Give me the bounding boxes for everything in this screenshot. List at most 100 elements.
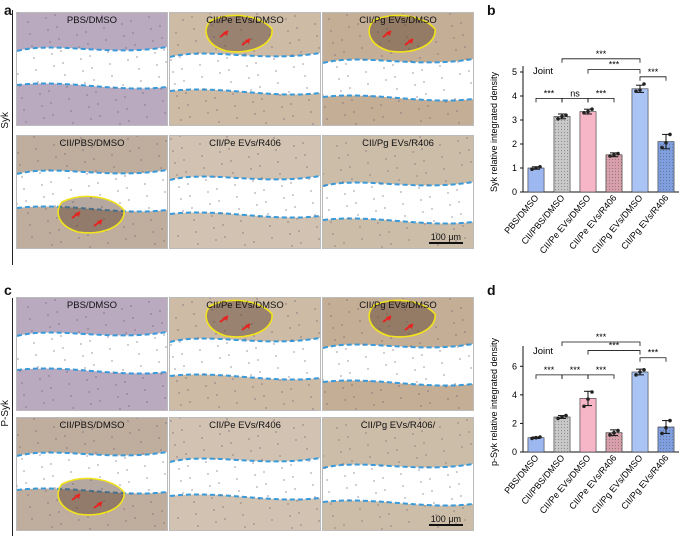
cell-nucleus (323, 455, 324, 457)
cell-nucleus (172, 356, 174, 358)
cell-nucleus (386, 313, 388, 315)
cell-nucleus (51, 526, 53, 528)
cell-nucleus (347, 154, 349, 156)
cell-nucleus (222, 224, 224, 226)
cell-nucleus (52, 193, 54, 195)
cell-nucleus (420, 199, 422, 201)
cartilage-boundary (323, 181, 473, 187)
cartilage-boundary (17, 169, 167, 175)
cell-nucleus (281, 391, 283, 393)
cell-nucleus (441, 438, 443, 440)
cell-nucleus (164, 191, 166, 193)
cell-nucleus (435, 41, 437, 43)
cell-nucleus (172, 71, 174, 73)
image-title: PBS/DMSO (66, 15, 118, 26)
cell-nucleus (91, 428, 93, 430)
cell-nucleus (17, 73, 19, 75)
cell-nucleus (176, 174, 178, 176)
cell-nucleus (39, 454, 41, 456)
cell-nucleus (115, 99, 117, 101)
cell-nucleus (125, 47, 127, 49)
cell-nucleus (386, 219, 388, 221)
cell-nucleus (373, 480, 375, 482)
cell-nucleus (443, 168, 445, 170)
cell-nucleus (314, 496, 316, 498)
cell-nucleus (290, 103, 292, 105)
cell-nucleus (382, 195, 384, 197)
cell-nucleus (97, 388, 99, 390)
cell-nucleus (140, 365, 142, 367)
cell-nucleus (451, 216, 453, 218)
histology-image: PBS/DMSO (16, 297, 168, 411)
cell-nucleus (414, 445, 416, 447)
cell-nucleus (258, 498, 260, 500)
cell-nucleus (277, 443, 279, 445)
cell-nucleus (182, 492, 184, 494)
cell-nucleus (185, 377, 187, 379)
cell-nucleus (238, 302, 240, 304)
y-tick-label: 2 (512, 418, 517, 428)
cartilage-boundary (170, 337, 320, 343)
cartilage-boundary (170, 88, 320, 96)
cell-nucleus (416, 381, 418, 383)
cell-nucleus (60, 241, 62, 243)
cell-nucleus (126, 108, 128, 110)
cell-nucleus (388, 325, 390, 327)
cell-nucleus (341, 39, 343, 41)
cell-nucleus (383, 146, 385, 148)
histology-image: CII/Pg EVs/R406 100 μm (322, 135, 474, 249)
image-title: CII/Pg EVs/DMSO (359, 300, 437, 311)
cell-nucleus (328, 491, 330, 493)
cell-nucleus (213, 321, 215, 323)
cell-nucleus (216, 394, 218, 396)
cell-nucleus (60, 335, 62, 337)
cell-nucleus (236, 402, 238, 404)
image-title: CII/PBS/DMSO (59, 420, 125, 431)
cell-nucleus (289, 515, 291, 517)
cell-nucleus (164, 397, 166, 399)
cell-nucleus (279, 455, 281, 457)
cell-nucleus (404, 24, 406, 26)
cell-nucleus (228, 430, 230, 432)
row-label-psyk: P-Syk (0, 400, 11, 427)
cell-nucleus (74, 22, 76, 24)
cell-nucleus (345, 424, 347, 426)
cell-nucleus (353, 396, 355, 398)
cell-nucleus (275, 355, 277, 357)
cell-nucleus (457, 61, 459, 63)
cell-nucleus (92, 209, 94, 211)
cell-nucleus (390, 52, 392, 54)
bar (527, 167, 545, 193)
cell-nucleus (400, 191, 402, 193)
cell-nucleus (85, 31, 87, 33)
cell-nucleus (384, 207, 386, 209)
row-divider-a (12, 10, 13, 265)
bar (579, 111, 597, 193)
cell-nucleus (123, 35, 125, 37)
cartilage-boundary (323, 379, 473, 387)
data-point (608, 433, 612, 437)
cell-nucleus (54, 205, 56, 207)
cell-nucleus (314, 308, 316, 310)
panel-label-a: a (4, 2, 12, 18)
cell-nucleus (287, 315, 289, 317)
cell-nucleus (277, 161, 279, 163)
cell-nucleus (298, 324, 300, 326)
cell-nucleus (43, 478, 45, 480)
cell-nucleus (220, 494, 222, 496)
cell-nucleus (234, 466, 236, 468)
image-title: CII/Pe EVs/R406 (209, 138, 281, 149)
cell-nucleus (86, 173, 88, 175)
data-point (638, 370, 642, 374)
cell-nucleus (107, 242, 109, 244)
cell-nucleus (68, 177, 70, 179)
cell-nucleus (91, 146, 93, 148)
cell-nucleus (342, 387, 344, 389)
cell-nucleus (228, 148, 230, 150)
data-point (668, 132, 672, 137)
cell-nucleus (224, 518, 226, 520)
cell-nucleus (332, 327, 334, 329)
cell-nucleus (265, 122, 267, 124)
cell-nucleus (128, 120, 130, 122)
cell-nucleus (201, 361, 203, 363)
